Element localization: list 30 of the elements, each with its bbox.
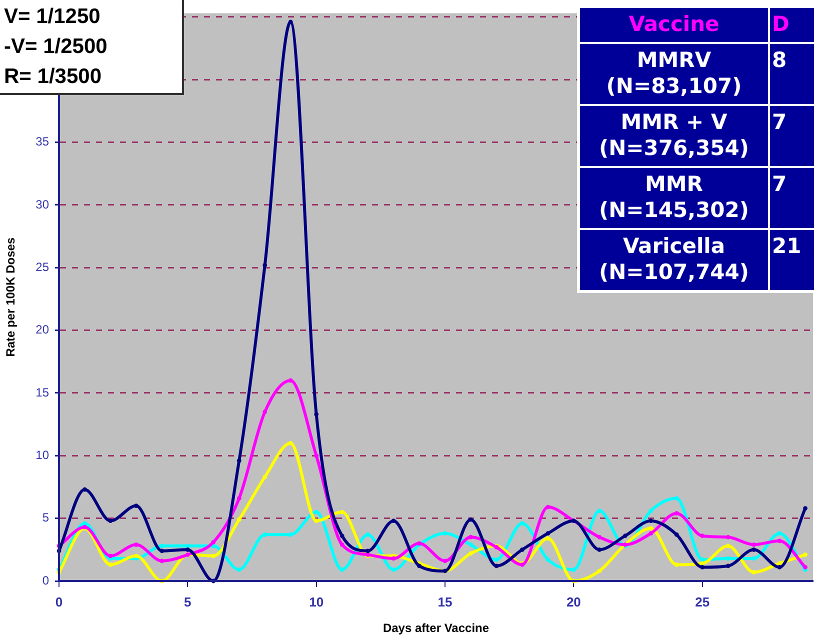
- annotation: Varicella (N=107,744): [578, 229, 769, 292]
- annotation: 21: [769, 229, 816, 292]
- annotation: 7: [769, 105, 816, 167]
- annotation: Vaccine: [578, 6, 769, 43]
- annotation: MMR + V (N=376,354): [578, 105, 769, 167]
- y-tick-label: 5: [42, 510, 50, 525]
- y-tick-label: 35: [36, 134, 50, 149]
- y-tick-label: 0: [42, 573, 50, 588]
- y-tick-label: 20: [36, 322, 50, 337]
- x-tick-label: 5: [184, 594, 192, 610]
- x-tick-label: 20: [566, 594, 581, 610]
- annotation: R= 1/3500: [4, 64, 102, 90]
- y-tick-label: 10: [36, 448, 50, 462]
- annotation: 7: [769, 167, 816, 229]
- x-tick-label: 10: [309, 594, 324, 610]
- x-tick-label: 15: [438, 594, 452, 610]
- y-axis-title: Rate per 100K Doses: [4, 237, 18, 357]
- annotation: V= 1/1250: [4, 4, 102, 30]
- y-tick-label: 30: [36, 197, 50, 212]
- annotation: MMR (N=145,302): [578, 167, 769, 229]
- y-tick-label: 15: [36, 385, 50, 400]
- x-axis-title: Days after Vaccine: [382, 621, 490, 636]
- annotation: D: [769, 6, 816, 43]
- y-tick-label: 25: [36, 260, 50, 274]
- note-box: V= 1/1250 -V= 1/2500 R= 1/3500: [0, 0, 184, 95]
- annotation: 8: [769, 43, 816, 105]
- annotation: -V= 1/2500: [4, 34, 108, 60]
- x-tick-label: 25: [695, 594, 710, 610]
- x-tick-label: 0: [55, 594, 63, 610]
- annotation: MMRV (N=83,107): [578, 43, 769, 105]
